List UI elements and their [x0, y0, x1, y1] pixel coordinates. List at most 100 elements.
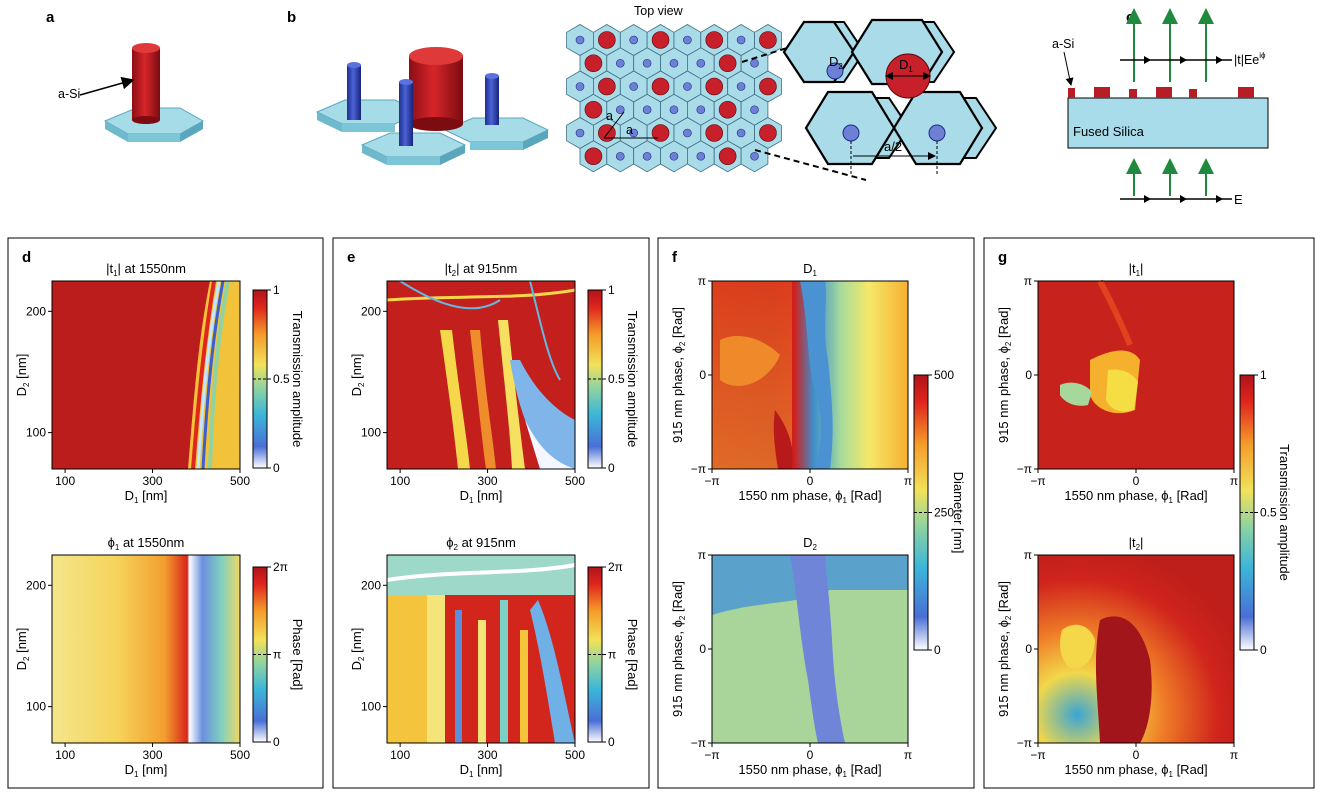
panel-letter-a: a: [46, 9, 55, 26]
lattice-pillar-small: [615, 58, 625, 68]
colorbar-tick-label: 1: [273, 283, 280, 297]
lattice-pillar-small: [683, 35, 692, 45]
colorbar-g: 1 0.5 0 Transmission amplitude: [1239, 368, 1292, 657]
x-tick-label: 100: [390, 748, 410, 762]
x-tick-label: −π: [1030, 474, 1045, 488]
panel-letter-f: f: [672, 249, 678, 266]
frame-g: [983, 237, 1315, 789]
lattice-pillar-large: [651, 124, 670, 142]
y-tick-label: 100: [361, 426, 381, 440]
plot-frame: [386, 280, 576, 470]
plot-title: ϕ2 at 915nm: [446, 535, 516, 552]
heatmap-d-bottom: [52, 555, 240, 743]
y-tick-label: 200: [361, 304, 381, 318]
lattice-pillar-large: [705, 124, 724, 142]
x-tick-label: 0: [1133, 474, 1140, 488]
panel-b-top-view: Top view a a D2 D1 a/2: [566, 4, 998, 181]
lattice-a-1: a: [606, 109, 613, 123]
axes-e-top: |t2| at 915nm 100 300 500 200 100 D1 [nm] D2 [n…: [349, 261, 585, 505]
lattice-pillar-small: [615, 105, 625, 115]
plot-title: D1: [803, 261, 817, 278]
lattice-pillar-large: [584, 100, 603, 119]
plot-title: |t2|: [1129, 535, 1144, 552]
colorbar-tick-label: 0.5: [1260, 506, 1277, 520]
lattice-pillar-large: [705, 31, 724, 49]
y-axis-label: D2 [nm]: [349, 354, 366, 397]
x-tick-label: 500: [230, 474, 250, 488]
y-tick-label: π: [698, 548, 706, 562]
lattice-pillar-large: [718, 54, 737, 73]
lattice-pillar-large: [759, 31, 777, 49]
heatmap-e-top: [386, 280, 576, 469]
panel-a: a a-Si: [46, 9, 205, 142]
colorbar-e-bottom: 2π π 0 Phase [Rad]: [587, 560, 640, 749]
colorbar-tick-label: π: [273, 648, 281, 662]
plot-frame: [51, 280, 241, 470]
lattice-pillar-small: [642, 58, 652, 68]
colorbar-label: Transmission amplitude: [625, 311, 640, 448]
y-tick-label: −π: [691, 462, 706, 476]
axes-e-bottom: ϕ2 at 915nm 100 300 500 200 100 D1 [nm] D2 [nm]: [349, 535, 585, 779]
y-axis-label: D2 [nm]: [14, 354, 31, 397]
zoom-a-half: a/2: [884, 139, 902, 154]
lattice-pillar-small: [629, 35, 638, 45]
axes-g-top: |t1| −π 0 π π 0 −π 1550 nm phase, ϕ1 [Rad] 915 n…: [996, 261, 1238, 505]
label-a-si-a: a-Si: [58, 87, 80, 101]
lattice-pillar-large: [584, 54, 603, 73]
y-tick-label: −π: [1017, 462, 1032, 476]
panel-letter-b: b: [287, 9, 296, 26]
plot-title: D2: [803, 535, 817, 552]
plot-title: |t1|: [1129, 261, 1144, 278]
plot-frame: [51, 554, 241, 744]
lattice-pillar-large: [718, 147, 737, 166]
x-tick-label: 500: [565, 474, 585, 488]
lattice-pillar-small: [575, 128, 585, 138]
x-tick-label: 100: [55, 748, 75, 762]
frame-d: [7, 237, 324, 789]
y-tick-label: π: [1024, 274, 1032, 288]
zoom-d2: D2: [829, 54, 843, 71]
colorbar-label: Diameter [nm]: [951, 472, 966, 554]
y-tick-label: 0: [699, 368, 706, 382]
axes-d-top: |t1| at 1550nm 100 300 500 200 100 D1 [nm] D2 […: [14, 261, 250, 505]
lattice-pillar-small: [669, 58, 679, 68]
lattice-a-2: a: [626, 123, 633, 137]
y-tick-label: 0: [1025, 642, 1032, 656]
lattice-pillar-large: [584, 147, 603, 166]
lattice-pillar-large: [598, 31, 616, 49]
lattice-pillar-small: [696, 58, 706, 68]
colorbar-tick-label: π: [608, 648, 616, 662]
lattice-pillar-small: [575, 82, 585, 91]
colorbar-tick-label: 1: [608, 283, 615, 297]
x-tick-label: 300: [143, 474, 163, 488]
lattice-pillar-small: [642, 105, 652, 115]
colorbar-label: Transmission amplitude: [1277, 444, 1292, 581]
x-axis-label: 1550 nm phase, ϕ1 [Rad]: [1064, 762, 1207, 779]
x-tick-label: 100: [55, 474, 75, 488]
y-axis-label: 915 nm phase, ϕ2 [Rad]: [670, 581, 687, 717]
heatmap-d-top: [52, 280, 240, 470]
x-tick-label: π: [1230, 748, 1238, 762]
heatmap-g-top: [1038, 279, 1234, 469]
y-axis-label: 915 nm phase, ϕ2 [Rad]: [670, 307, 687, 443]
colorbar-tick-label: 0.5: [273, 372, 290, 386]
panel-b-3d: b: [287, 9, 550, 165]
hex-lattice: [566, 24, 782, 173]
input-field-label: E: [1234, 192, 1243, 207]
lattice-pillar-small: [629, 128, 638, 138]
lattice-pillar-small: [642, 151, 652, 161]
plot-frame: [386, 554, 576, 744]
colorbar-tick-label: 0: [608, 735, 615, 749]
x-tick-label: 0: [807, 474, 814, 488]
colorbar-d-bottom: 2π π 0 Phase [Rad]: [252, 560, 305, 749]
x-axis-label: D1 [nm]: [460, 488, 503, 505]
heatmap-g-bottom: [1038, 555, 1234, 743]
axes-d-bottom: ϕ1 at 1550nm 100 300 500 200 100 D1 [nm] D2 [nm…: [14, 535, 250, 779]
lattice-pillar-small: [750, 151, 759, 161]
x-tick-label: π: [1230, 474, 1238, 488]
plot-title: |t2| at 915nm: [445, 261, 518, 278]
colorbar-tick-label: 1: [1260, 368, 1267, 382]
y-tick-label: −π: [1017, 736, 1032, 750]
label-a-si-c: a-Si: [1052, 37, 1074, 51]
y-tick-label: 200: [26, 578, 46, 592]
